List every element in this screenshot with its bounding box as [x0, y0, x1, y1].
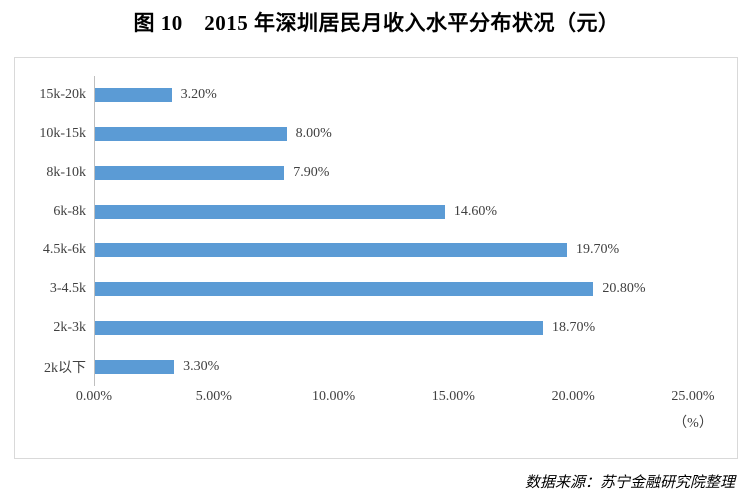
bar-row: 10k-15k 8.00% [15, 115, 737, 154]
value-label: 3.30% [183, 358, 220, 374]
category-label: 4.5k-6k [42, 242, 86, 258]
bar-row: 3-4.5k 20.80% [15, 270, 737, 309]
x-axis-tick-label: 0.00% [75, 389, 113, 404]
bar-row: 8k-10k 7.90% [15, 154, 737, 193]
bar-row: 15k-20k 3.20% [15, 76, 737, 115]
value-label: 19.70% [576, 242, 620, 258]
category-label: 15k-20k [39, 87, 86, 103]
x-axis-tick-label: 15.00% [431, 389, 475, 404]
bar [95, 320, 544, 335]
bar [95, 127, 287, 142]
bar-row: 6k-8k 14.60% [15, 192, 737, 231]
y-axis-line [94, 76, 95, 386]
value-label: 20.80% [602, 281, 646, 297]
chart-title: 图 10 2015 年深圳居民月收入水平分布状况（元） [133, 11, 620, 35]
category-label: 8k-10k [46, 164, 86, 180]
category-label: 3-4.5k [49, 281, 86, 297]
bar-row: 2k-3k 18.70% [15, 309, 737, 348]
x-axis-tick-label: 10.00% [312, 389, 356, 404]
value-label: 8.00% [295, 126, 332, 142]
x-axis-tick-label: 5.00% [195, 389, 232, 404]
value-label: 3.20% [180, 87, 217, 103]
category-label: 2k-3k [53, 319, 86, 335]
x-axis-tick-label: 20.00% [551, 389, 595, 404]
bar [95, 282, 594, 297]
category-label: 10k-15k [39, 126, 86, 142]
bar-rows: 15k-20k 3.20% 10k-15k 8.00% 8k-10k 7.90% 6k-8k… [15, 76, 737, 386]
x-axis-unit-label: （%） [673, 416, 713, 431]
bar [95, 165, 285, 180]
chart-area: 15k-20k 3.20% 10k-15k 8.00% 8k-10k 7.90% 6k-8k… [14, 57, 738, 459]
value-label: 18.70% [552, 319, 596, 335]
value-label: 14.60% [453, 203, 497, 219]
bar [95, 359, 175, 374]
source-note: 数据来源：苏宁金融研究院整理 [524, 475, 735, 491]
bar [95, 204, 445, 219]
bar [95, 88, 172, 103]
category-label: 2k以下 [44, 360, 86, 376]
bar-row: 2k以下 3.30% [15, 347, 737, 386]
x-axis-tick-label: 25.00% [671, 389, 715, 404]
value-label: 7.90% [293, 164, 330, 180]
bar [95, 243, 567, 258]
bar-row: 4.5k-6k 19.70% [15, 231, 737, 270]
category-label: 6k-8k [53, 203, 86, 219]
